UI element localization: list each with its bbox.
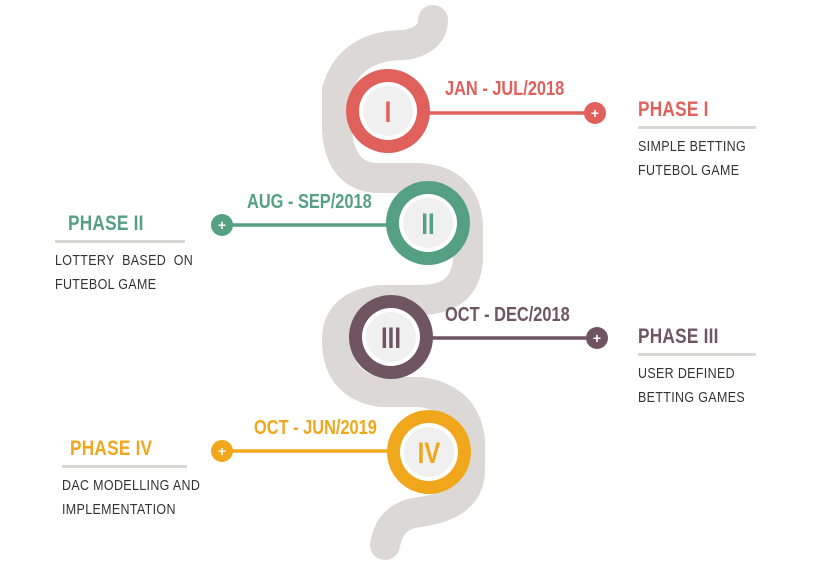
phase-1-connector: +: [405, 102, 606, 124]
phase-2-divider: [55, 240, 185, 243]
plus-icon: +: [593, 330, 601, 346]
phase-2-milestone: II: [386, 181, 470, 265]
phase-3-description: USER DEFINED BETTING GAMES: [638, 362, 745, 410]
phase-3-date: OCT - DEC/2018: [445, 302, 570, 325]
winding-road: [322, 5, 485, 560]
phase-1-title: PHASE I: [638, 98, 709, 121]
phase-4-desc-line-1: DAC MODELLING AND: [62, 478, 201, 494]
phase-3-desc-line-1: USER DEFINED: [638, 366, 735, 382]
phase-3-milestone: III: [349, 295, 433, 379]
plus-icon: +: [218, 443, 226, 459]
phase-3-numeral: III: [381, 320, 401, 354]
phase-1-desc-line-1: SIMPLE BETTING: [638, 139, 747, 155]
phase-4-plus-button[interactable]: [211, 440, 233, 462]
plus-icon: +: [218, 217, 226, 233]
phase-3-desc-line-2: BETTING GAMES: [638, 390, 746, 406]
phase-3-title: PHASE III: [638, 325, 719, 348]
phase-4-numeral: IV: [418, 435, 441, 469]
phase-2-title: PHASE II: [68, 212, 144, 235]
phase-1-plus-button[interactable]: [584, 102, 606, 124]
phase-2-date: AUG - SEP/2018: [247, 189, 372, 212]
phase-1-desc-line-2: FUTEBOL GAME: [638, 163, 740, 179]
phase-3-plus-button[interactable]: [586, 327, 608, 349]
phase-1-date: JAN - JUL/2018: [445, 76, 564, 99]
phase-4-description: DAC MODELLING AND IMPLEMENTATION: [62, 474, 200, 522]
phase-2-description: LOTTERY BASED ON FUTEBOL GAME: [55, 249, 193, 297]
phase-2-numeral: II: [421, 206, 434, 240]
phase-4-date: OCT - JUN/2019: [254, 415, 377, 438]
phase-1-milestone: I: [346, 69, 430, 153]
phase-2-plus-button[interactable]: [211, 214, 233, 236]
phase-4-desc-line-2: IMPLEMENTATION: [62, 502, 176, 518]
phase-2-desc-line-1: LOTTERY BASED ON: [55, 253, 194, 269]
phase-4-milestone: IV: [387, 410, 471, 494]
phase-1-divider: [638, 126, 756, 129]
phase-4-title: PHASE IV: [70, 437, 153, 460]
phase-1-description: SIMPLE BETTING FUTEBOL GAME: [638, 135, 746, 183]
phase-3-divider: [638, 353, 756, 356]
plus-icon: +: [591, 105, 599, 121]
phase-2-desc-line-2: FUTEBOL GAME: [55, 277, 157, 293]
phase-1-numeral: I: [385, 94, 392, 128]
phase-4-divider: [62, 465, 187, 468]
phase-4-connector: +: [211, 440, 420, 462]
